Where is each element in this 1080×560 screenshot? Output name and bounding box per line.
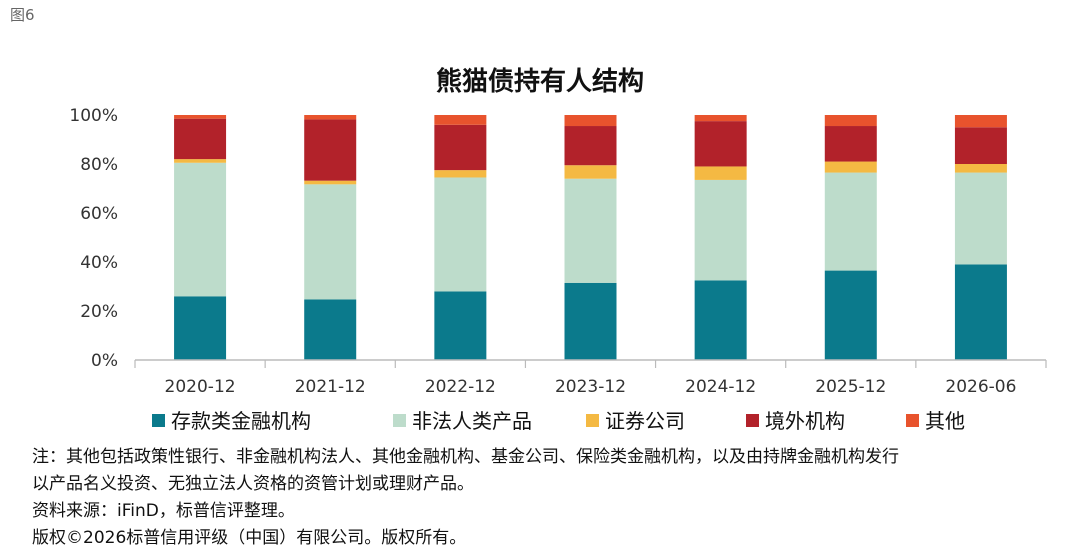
bar-segment-2	[824, 172, 877, 271]
bar-segment-2	[434, 177, 487, 292]
bar-segment-1	[304, 299, 357, 360]
x-tick-label: 2022-12	[425, 377, 496, 397]
legend-label: 其他	[925, 409, 965, 433]
bar-segment-5	[824, 115, 877, 127]
bar-segment-4	[694, 121, 747, 167]
bar-segment-4	[824, 126, 877, 162]
bar-segment-4	[434, 124, 487, 171]
legend-label: 存款类金融机构	[171, 409, 311, 433]
bars	[174, 115, 1007, 360]
legend-swatch	[586, 414, 599, 427]
x-tick-label: 2023-12	[555, 377, 626, 397]
legend-label: 境外机构	[765, 409, 845, 433]
bar-segment-4	[174, 118, 227, 160]
bar-segment-4	[564, 126, 617, 166]
bar-segment-1	[174, 296, 227, 360]
bar-segment-3	[174, 159, 227, 163]
figure-label: 图6	[10, 6, 35, 24]
legend-swatch	[393, 414, 406, 427]
y-tick-label: 80%	[80, 155, 118, 175]
bar-segment-1	[434, 291, 487, 360]
bar-segment-5	[434, 115, 487, 125]
bar-segment-3	[434, 170, 487, 178]
y-tick-label: 40%	[80, 253, 118, 273]
bar-segment-5	[564, 115, 617, 127]
legend-label: 非法人类产品	[412, 409, 532, 433]
legend-swatch	[152, 414, 165, 427]
note-line: 以产品名义投资、无独立法人资格的资管计划或理财产品。	[32, 474, 474, 494]
x-tick-label: 2024-12	[685, 377, 756, 397]
bar-segment-4	[304, 119, 357, 181]
legend-swatch	[906, 414, 919, 427]
chart-title: 熊猫债持有人结构	[436, 66, 644, 97]
bar-segment-1	[824, 270, 877, 360]
bar-segment-2	[954, 172, 1007, 265]
legend: 存款类金融机构 非法人类产品 证券公司 境外机构 其他	[152, 409, 965, 433]
bar-segment-3	[304, 180, 357, 185]
bar-segment-2	[174, 162, 227, 297]
copyright-line: 版权©2026标普信用评级（中国）有限公司。版权所有。	[32, 528, 467, 548]
bar-segment-3	[954, 164, 1007, 173]
bar-segment-2	[304, 184, 357, 300]
y-tick-label: 0%	[91, 351, 118, 371]
x-tick-label: 2020-12	[165, 377, 236, 397]
y-tick-label: 100%	[69, 106, 118, 126]
footnotes: 注：其他包括政策性银行、非金融机构法人、其他金融机构、基金公司、保险类金融机构，…	[32, 444, 1072, 552]
source-line: 资料来源：iFinD，标普信评整理。	[32, 501, 295, 521]
x-axis-ticks: 2020-12 2021-12 2022-12 2023-12 2024-12 2025-…	[134, 360, 1047, 397]
bar-segment-4	[954, 127, 1007, 164]
y-tick-label: 20%	[80, 302, 118, 322]
bar-segment-5	[954, 115, 1007, 128]
bar-segment-3	[564, 165, 617, 179]
bar-segment-1	[564, 282, 617, 360]
x-tick-label: 2021-12	[295, 377, 366, 397]
bar-segment-5	[174, 115, 227, 119]
y-tick-label: 60%	[80, 204, 118, 224]
note-line: 注：其他包括政策性银行、非金融机构法人、其他金融机构、基金公司、保险类金融机构，…	[32, 447, 899, 467]
legend-label: 证券公司	[605, 409, 685, 433]
bar-segment-1	[694, 280, 747, 360]
x-tick-label: 2025-12	[815, 377, 886, 397]
bar-segment-3	[694, 166, 747, 180]
bar-segment-1	[954, 264, 1007, 360]
bar-segment-5	[304, 115, 357, 120]
bar-segment-5	[694, 115, 747, 122]
bar-segment-3	[824, 161, 877, 173]
y-axis-ticks: 0% 20% 40% 60% 80% 100%	[69, 106, 118, 371]
stacked-bar-chart: 熊猫债持有人结构 0% 20% 40% 60% 80% 100% 2020-12 2021-…	[69, 66, 1047, 433]
x-tick-label: 2026-06	[945, 377, 1016, 397]
bar-segment-2	[564, 178, 617, 283]
bar-segment-2	[694, 179, 747, 281]
legend-swatch	[746, 414, 759, 427]
